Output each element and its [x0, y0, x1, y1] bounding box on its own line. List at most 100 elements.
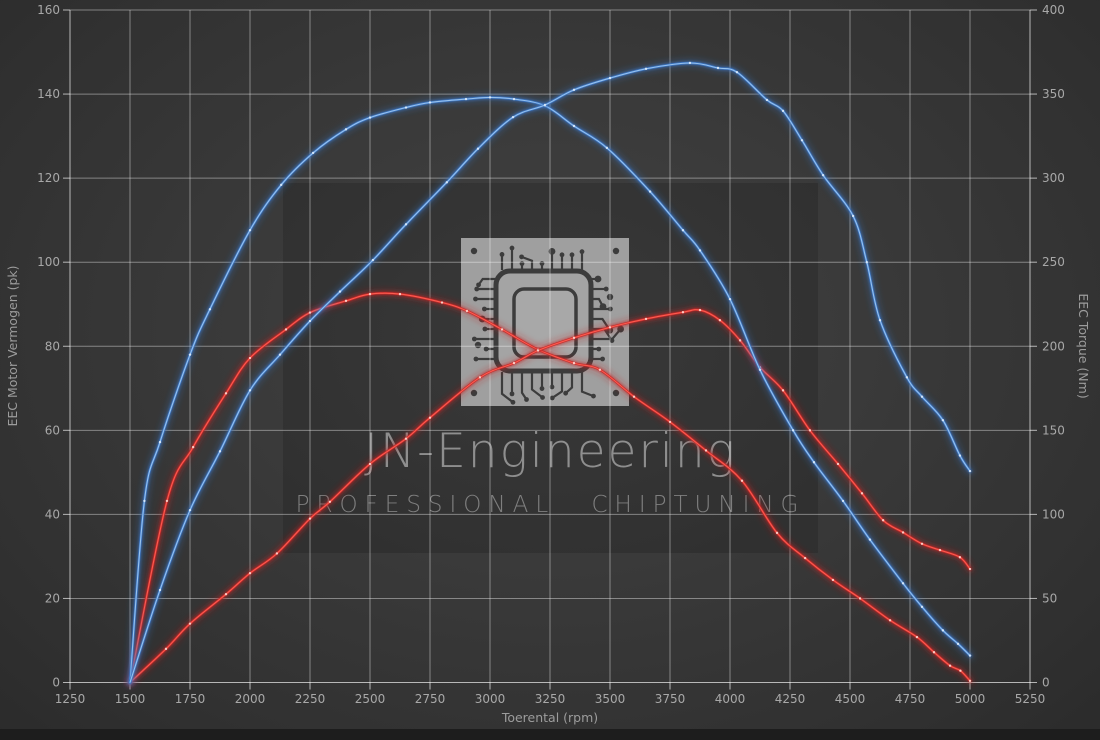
- left-tick-label: 20: [45, 591, 60, 605]
- right-tick-label: 250: [1042, 255, 1065, 269]
- left-tick-label: 0: [52, 676, 60, 690]
- red-torque-marker: [284, 328, 288, 331]
- right-axis-title: EEC Torque (Nm): [1076, 293, 1091, 398]
- right-tick-label: 50: [1042, 591, 1057, 605]
- blue-power-marker: [878, 318, 882, 322]
- red-power-marker: [368, 462, 372, 466]
- x-tick-label: 2750: [415, 692, 446, 706]
- red-torque-marker: [398, 292, 402, 296]
- x-tick-label: 3750: [655, 692, 686, 706]
- watermark-brand: JN-Engineering: [364, 424, 737, 479]
- red-power-marker: [328, 500, 332, 503]
- red-power-marker: [164, 647, 168, 651]
- blue-power-marker: [688, 61, 692, 65]
- red-power-marker: [572, 336, 576, 340]
- blue-power-marker: [572, 88, 576, 92]
- red-torque-marker: [224, 392, 228, 395]
- red-torque-marker: [368, 292, 372, 296]
- red-torque-marker: [959, 669, 962, 672]
- tick-labels: 1250 1500 1750 2000 2250 2500 2750 3000 3250 3500…: [37, 3, 1065, 706]
- blue-torque-marker: [968, 654, 972, 657]
- right-tick-label: 350: [1042, 87, 1065, 101]
- blue-torque-marker: [812, 461, 816, 464]
- blue-power-marker: [958, 454, 962, 457]
- blue-power-marker: [278, 353, 282, 356]
- blue-torque-marker: [698, 249, 702, 252]
- blue-power-marker: [920, 395, 924, 398]
- x-tick-label: 1750: [175, 692, 206, 706]
- blue-power-marker: [371, 258, 375, 262]
- x-tick-label: 4000: [715, 692, 746, 706]
- blue-torque-marker: [920, 605, 924, 609]
- red-power-marker: [188, 622, 192, 625]
- red-torque-marker: [465, 309, 469, 313]
- blue-power-marker: [716, 66, 720, 70]
- blue-torque-marker: [728, 297, 732, 301]
- blue-torque-marker: [280, 183, 283, 187]
- x-tick-label: 3250: [535, 692, 566, 706]
- blue-power-marker: [158, 588, 162, 592]
- red-torque-marker: [831, 578, 835, 582]
- red-torque-marker: [632, 395, 636, 398]
- blue-torque-marker: [311, 151, 315, 155]
- red-torque-marker: [948, 664, 952, 667]
- red-torque-marker: [803, 556, 807, 560]
- left-tick-label: 60: [45, 423, 60, 437]
- red-torque-marker: [165, 499, 169, 503]
- curves: [125, 58, 975, 688]
- axes: [63, 9, 1037, 690]
- red-torque-marker: [932, 651, 936, 654]
- left-tick-label: 80: [45, 339, 60, 353]
- red-power-marker: [224, 593, 228, 596]
- blue-power-curve: [125, 58, 975, 688]
- right-tick-label: 400: [1042, 3, 1065, 17]
- red-power-marker: [968, 567, 972, 571]
- red-torque-marker: [888, 619, 892, 622]
- blue-power-marker: [338, 290, 342, 293]
- blue-power-line-core: [129, 62, 971, 684]
- red-torque-marker: [968, 679, 972, 683]
- chip-trace-dots: [470, 245, 625, 405]
- blue-torque-marker: [512, 97, 516, 101]
- blue-torque-marker: [248, 229, 252, 232]
- right-tick-label: 300: [1042, 171, 1065, 185]
- red-torque-marker: [775, 531, 779, 535]
- blue-power-marker: [851, 214, 855, 218]
- right-tick-label: 100: [1042, 507, 1065, 521]
- blue-torque-marker: [758, 368, 762, 371]
- blue-torque-marker: [956, 642, 960, 646]
- red-power-marker: [275, 552, 279, 555]
- x-tick-label: 1500: [115, 692, 146, 706]
- blue-torque-marker: [841, 499, 845, 503]
- blue-power-marker: [188, 508, 192, 512]
- blue-torque-marker: [572, 124, 576, 128]
- blue-power-marker: [735, 71, 739, 74]
- red-torque-marker: [572, 361, 576, 365]
- blue-power-marker: [445, 181, 448, 184]
- blue-power-marker: [968, 469, 972, 473]
- blue-torque-marker: [188, 353, 192, 356]
- x-tick-label: 2250: [295, 692, 326, 706]
- red-power-marker: [536, 349, 540, 352]
- red-torque-marker: [248, 356, 252, 360]
- red-torque-marker: [598, 368, 602, 371]
- blue-power-marker: [941, 419, 945, 422]
- x-tick-label: 1250: [55, 692, 86, 706]
- x-tick-label: 3500: [595, 692, 626, 706]
- blue-power-marker: [905, 376, 909, 379]
- red-torque-marker: [668, 420, 672, 424]
- red-power-marker: [608, 326, 612, 329]
- right-tick-label: 0: [1042, 676, 1050, 690]
- blue-torque-marker: [791, 429, 795, 432]
- blue-power-marker: [781, 109, 785, 113]
- blue-power-marker: [543, 103, 547, 107]
- red-power-marker: [958, 556, 962, 559]
- red-torque-marker: [344, 299, 348, 303]
- blue-power-marker: [248, 389, 252, 392]
- blue-power-marker: [865, 260, 868, 264]
- blue-power-marker: [821, 173, 825, 177]
- blue-torque-marker: [143, 499, 146, 503]
- red-power-marker: [938, 548, 942, 552]
- red-torque-marker: [191, 445, 195, 449]
